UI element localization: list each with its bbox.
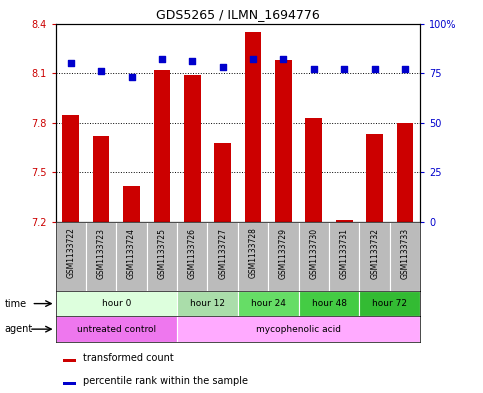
Bar bbox=[390, 222, 420, 291]
Text: GSM1133731: GSM1133731 bbox=[340, 228, 349, 279]
Text: untreated control: untreated control bbox=[77, 325, 156, 334]
Point bbox=[128, 74, 135, 80]
Point bbox=[341, 66, 348, 72]
Bar bbox=[336, 220, 353, 222]
Bar bbox=[177, 222, 208, 291]
Point bbox=[67, 60, 74, 66]
Bar bbox=[177, 291, 238, 316]
Bar bbox=[116, 222, 147, 291]
Bar bbox=[62, 114, 79, 222]
Text: GSM1133732: GSM1133732 bbox=[370, 228, 379, 279]
Text: GSM1133723: GSM1133723 bbox=[97, 228, 106, 279]
Text: hour 24: hour 24 bbox=[251, 299, 286, 308]
Bar bbox=[154, 70, 170, 222]
Point bbox=[310, 66, 318, 72]
Bar bbox=[298, 291, 359, 316]
Text: hour 12: hour 12 bbox=[190, 299, 225, 308]
Text: GSM1133724: GSM1133724 bbox=[127, 228, 136, 279]
Point bbox=[249, 56, 257, 62]
Bar bbox=[56, 291, 177, 316]
Bar bbox=[56, 316, 177, 342]
Bar bbox=[397, 123, 413, 222]
Text: GSM1133726: GSM1133726 bbox=[188, 228, 197, 279]
Bar bbox=[268, 222, 298, 291]
Bar bbox=[238, 222, 268, 291]
Text: hour 48: hour 48 bbox=[312, 299, 346, 308]
Text: time: time bbox=[5, 299, 27, 309]
Bar bbox=[298, 222, 329, 291]
Point bbox=[97, 68, 105, 74]
Title: GDS5265 / ILMN_1694776: GDS5265 / ILMN_1694776 bbox=[156, 8, 320, 21]
Text: GSM1133727: GSM1133727 bbox=[218, 228, 227, 279]
Bar bbox=[93, 136, 110, 222]
Bar bbox=[359, 222, 390, 291]
Bar bbox=[56, 222, 86, 291]
Point bbox=[371, 66, 379, 72]
Text: hour 0: hour 0 bbox=[101, 299, 131, 308]
Text: transformed count: transformed count bbox=[83, 353, 174, 363]
Bar bbox=[147, 222, 177, 291]
Text: mycophenolic acid: mycophenolic acid bbox=[256, 325, 341, 334]
Text: agent: agent bbox=[5, 324, 33, 334]
Bar bbox=[366, 134, 383, 222]
Bar bbox=[63, 382, 76, 385]
Bar bbox=[275, 60, 292, 222]
Text: GSM1133729: GSM1133729 bbox=[279, 228, 288, 279]
Point bbox=[158, 56, 166, 62]
Point bbox=[219, 64, 227, 70]
Point bbox=[280, 56, 287, 62]
Text: GSM1133728: GSM1133728 bbox=[249, 228, 257, 278]
Text: GSM1133725: GSM1133725 bbox=[157, 228, 167, 279]
Point bbox=[188, 58, 196, 64]
Text: GSM1133730: GSM1133730 bbox=[309, 228, 318, 279]
Bar bbox=[245, 32, 261, 222]
Text: GSM1133722: GSM1133722 bbox=[66, 228, 75, 278]
Point bbox=[401, 66, 409, 72]
Bar bbox=[86, 222, 116, 291]
Bar bbox=[184, 75, 200, 222]
Text: GSM1133733: GSM1133733 bbox=[400, 228, 410, 279]
Bar bbox=[63, 359, 76, 362]
Bar bbox=[123, 185, 140, 222]
Bar bbox=[177, 316, 420, 342]
Bar bbox=[329, 222, 359, 291]
Text: hour 72: hour 72 bbox=[372, 299, 407, 308]
Bar bbox=[208, 222, 238, 291]
Bar bbox=[214, 143, 231, 222]
Bar bbox=[238, 291, 298, 316]
Text: percentile rank within the sample: percentile rank within the sample bbox=[83, 376, 248, 386]
Bar bbox=[359, 291, 420, 316]
Bar bbox=[305, 118, 322, 222]
